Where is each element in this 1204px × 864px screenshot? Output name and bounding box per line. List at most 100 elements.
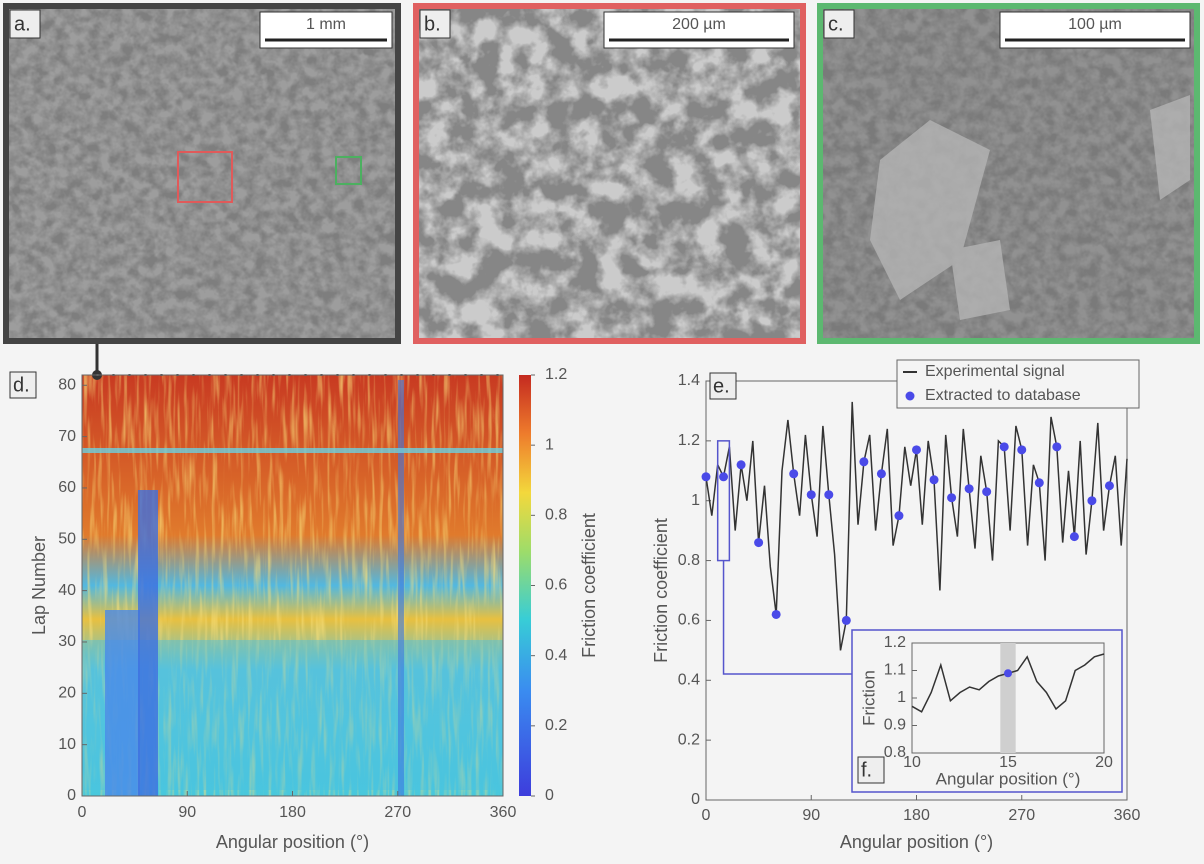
panel-label: c. <box>828 13 844 35</box>
colorbar-tick-label: 1.2 <box>545 366 567 383</box>
x-tick-label: 0 <box>702 807 711 824</box>
legend-box <box>896 359 1140 409</box>
sem-texture <box>9 9 395 338</box>
label-box <box>857 756 885 784</box>
x-tick-label: 90 <box>802 807 820 824</box>
extracted-point <box>1052 442 1062 452</box>
x-tick-label: 20 <box>1095 754 1113 771</box>
x-tick-label: 180 <box>279 804 306 821</box>
extracted-point <box>841 615 851 625</box>
y-tick-label: 40 <box>58 582 76 599</box>
y-axis-label: Lap Number <box>29 536 49 635</box>
label-box <box>709 372 737 400</box>
inset-connector <box>722 560 852 675</box>
legend-label: Extracted to database <box>925 387 1081 404</box>
x-tick-label: 270 <box>384 804 411 821</box>
heatmap-image <box>82 375 503 796</box>
y-tick-label: 20 <box>58 685 76 702</box>
y-tick-label: 0.8 <box>678 552 700 569</box>
extracted-point <box>859 457 869 467</box>
panel-labels: a. b. c. <box>9 9 855 39</box>
extracted-point <box>947 493 957 503</box>
y-tick-label: 0.2 <box>678 731 700 748</box>
extracted-point <box>789 469 799 479</box>
legend-label: Experimental signal <box>925 363 1065 380</box>
signal-line <box>705 401 1128 651</box>
colorbar-tick-label: 0.6 <box>545 577 567 594</box>
x-tick-label: 360 <box>490 804 517 821</box>
x-axis-label: Angular position (°) <box>840 832 993 852</box>
x-tick-label: 180 <box>903 807 930 824</box>
x-tick-label: 0 <box>78 804 87 821</box>
extracted-point <box>754 538 764 548</box>
x-tick-label: 270 <box>1008 807 1035 824</box>
extracted-point <box>771 609 781 619</box>
y-tick-label: 0 <box>691 791 700 808</box>
heatmap-streak <box>82 448 503 453</box>
x-tick-label: 15 <box>999 754 1017 771</box>
extracted-point <box>964 484 974 494</box>
x-axis-label: Angular position (°) <box>216 832 369 852</box>
y-tick-label: 0.6 <box>678 612 700 629</box>
y-tick-label: 1.2 <box>884 634 906 651</box>
extracted-point <box>806 490 816 500</box>
y-tick-label: 1.4 <box>678 372 700 389</box>
heatmap-streak <box>398 380 404 796</box>
highlight-band <box>1000 643 1016 753</box>
zoom-box-c <box>335 156 362 185</box>
extracted-point <box>876 469 886 479</box>
extracted-point <box>719 472 729 482</box>
panel-label: f. <box>861 759 872 781</box>
extracted-point <box>894 511 904 521</box>
panel-label: b. <box>424 13 441 35</box>
sem-texture <box>419 9 800 338</box>
y-tick-label: 80 <box>58 376 76 393</box>
scale-bar-label: 200 µm <box>672 16 726 33</box>
x-tick-label: 360 <box>1114 807 1141 824</box>
y-tick-label: 1.1 <box>884 662 906 679</box>
y-tick-label: 0.8 <box>884 744 906 761</box>
extracted-point <box>1034 478 1044 488</box>
y-tick-label: 0.9 <box>884 717 906 734</box>
colorbar-tick-label: 1 <box>545 436 554 453</box>
y-axis-label: Friction <box>859 670 878 726</box>
label-box <box>419 9 451 39</box>
scale-bars: 1 mm 200 µm 100 µm <box>259 11 1191 49</box>
y-tick-label: 1.2 <box>678 432 700 449</box>
y-tick-label: 1 <box>897 689 906 706</box>
heatmap-streak <box>138 490 158 796</box>
y-tick-label: 1 <box>691 492 700 509</box>
legend-swatch <box>905 391 915 401</box>
y-tick-label: 0 <box>67 787 76 804</box>
heatmap-streak <box>105 610 140 796</box>
label-box <box>823 9 855 39</box>
y-tick-label: 70 <box>58 428 76 445</box>
x-tick-label: 10 <box>903 754 921 771</box>
extracted-point <box>1069 532 1079 542</box>
colorbar <box>519 375 531 796</box>
colorbar-tick-label: 0.8 <box>545 507 567 524</box>
panel-label: a. <box>14 13 31 35</box>
extracted-point <box>929 475 939 485</box>
extracted-point <box>999 442 1009 452</box>
extracted-point <box>1104 481 1114 491</box>
x-tick-label: 90 <box>178 804 196 821</box>
y-tick-label: 30 <box>58 633 76 650</box>
y-tick-label: 10 <box>58 736 76 753</box>
panel-label: d. <box>13 374 30 396</box>
y-tick-label: 50 <box>58 531 76 548</box>
scale-bar-box <box>999 11 1191 49</box>
extracted-point <box>701 472 711 482</box>
debris <box>870 95 1190 320</box>
scale-bar-label: 1 mm <box>306 16 346 33</box>
scale-bar-box <box>259 11 393 49</box>
panel-label: e. <box>713 375 730 397</box>
extracted-point <box>912 445 921 455</box>
label-box <box>9 9 41 39</box>
y-axis-label: Friction coefficient <box>651 518 671 663</box>
extracted-point <box>1087 496 1097 506</box>
scale-bar-label: 100 µm <box>1068 16 1122 33</box>
scale-bar-box <box>603 11 795 49</box>
zoom-box-b <box>177 151 233 203</box>
